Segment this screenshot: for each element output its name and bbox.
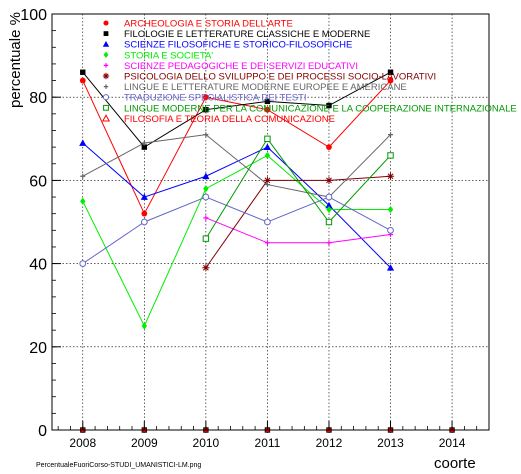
axis-ticks: 0 20 40 60 80 100 2008 2009 2010 2011 2012 2013 2014 — [20, 7, 478, 450]
x-tick-label: 2010 — [193, 436, 220, 450]
data-point — [202, 172, 210, 180]
plot-border — [51, 13, 490, 431]
data-point — [264, 218, 271, 226]
data-point — [203, 106, 209, 113]
plot-frame — [51, 13, 490, 431]
data-point — [202, 235, 210, 242]
data-point — [326, 205, 332, 214]
legend-marker — [103, 84, 109, 89]
y-axis-label: percentuale % — [7, 12, 24, 108]
y-tick-label: 80 — [29, 90, 47, 107]
legend-label: LINGUE MODERNE PER LA COMUNICAZIONE E LA… — [124, 103, 517, 114]
legend-label: ARCHEOLOGIA E STORIA DELL'ARTE — [124, 19, 293, 30]
y-tick-label: 40 — [29, 257, 47, 274]
data-point — [203, 215, 209, 221]
x-axis-label: coorte — [434, 455, 476, 472]
data-point — [140, 193, 148, 200]
data-point — [388, 132, 394, 138]
legend-marker — [103, 51, 109, 58]
y-tick-label: 0 — [38, 423, 47, 440]
data-point — [202, 193, 210, 201]
data-point — [264, 182, 270, 188]
data-point — [387, 226, 394, 234]
data-point — [202, 264, 210, 272]
legend-label: SCIENZE PEDAGOGICHE E DEI SERVIZI EDUCAT… — [124, 61, 358, 72]
legend-label: TRADUZIONE SPECIALISTICA DEI TESTI — [124, 93, 306, 104]
legend-marker — [102, 72, 110, 80]
x-tick-label: 2009 — [131, 436, 158, 450]
data-point — [264, 151, 271, 160]
legend-label: LINGUE E LETTERATURE MODERNE EUROPEE E A… — [124, 82, 407, 93]
x-tick-label: 2013 — [377, 436, 404, 450]
data-point — [264, 135, 271, 143]
legend-marker — [102, 41, 110, 47]
data-point — [141, 140, 147, 146]
legend-label: STORIA E SOCIETA' — [124, 50, 213, 61]
data-point — [387, 205, 394, 214]
data-point — [264, 106, 271, 113]
data-point — [80, 69, 86, 75]
series-line — [82, 71, 391, 148]
legend-marker — [102, 94, 110, 101]
data-point — [387, 152, 394, 159]
data-point — [79, 139, 87, 146]
data-point — [203, 185, 209, 193]
x-tick-label: 2011 — [255, 436, 281, 450]
legend-label: SCIENZE FILOSOFICHE E STORICO-FILOSOFICH… — [124, 40, 352, 51]
data-point — [386, 264, 395, 271]
series-line — [82, 80, 391, 215]
data-point — [325, 201, 333, 209]
data-point — [140, 218, 148, 226]
legend-marker — [103, 31, 109, 36]
legend-marker — [103, 63, 109, 68]
y-tick-label: 60 — [29, 173, 47, 190]
series-line — [82, 142, 391, 269]
data-point — [326, 144, 332, 150]
data-point — [79, 260, 87, 267]
x-tick-label: 2008 — [69, 436, 96, 450]
series-line — [205, 137, 391, 239]
series-line — [82, 154, 391, 328]
x-tick-label: 2012 — [316, 436, 343, 450]
legend-label: PSICOLOGIA DELLO SVILUPPO E DEI PROCESSI… — [124, 72, 436, 83]
data-point — [79, 77, 86, 84]
legend-marker — [103, 104, 109, 111]
data-point — [263, 143, 272, 150]
data-point — [141, 322, 148, 330]
y-tick-label: 100 — [20, 7, 47, 24]
legend-label: FILOSOFIA E TEORIA DELLA COMUNICAZIONE — [124, 114, 335, 125]
data-point — [387, 77, 394, 84]
data-point — [325, 218, 333, 226]
data-point — [263, 176, 272, 184]
data-point — [264, 240, 270, 246]
data-point — [325, 193, 333, 201]
x-tick-label: 2014 — [439, 436, 466, 450]
series-line — [205, 217, 391, 244]
data-point — [326, 240, 332, 246]
data-point — [141, 144, 148, 150]
y-tick-label: 20 — [29, 340, 47, 357]
data-point — [264, 98, 271, 105]
series-line — [82, 196, 391, 265]
data-point — [80, 197, 86, 205]
data-point — [387, 69, 394, 75]
legend-marker — [101, 114, 111, 122]
data-point — [386, 172, 395, 180]
data-point — [80, 173, 86, 179]
data-point — [141, 210, 148, 217]
data-point — [326, 102, 332, 109]
footer-filename: PercentualeFuoriCorso-STUDI_UMANISTICI-L… — [36, 462, 202, 469]
series-line — [82, 134, 391, 198]
data-point — [202, 94, 209, 101]
legend-marker — [103, 20, 109, 26]
data-point — [203, 132, 209, 138]
series-lines — [82, 71, 391, 328]
legend-label: FILOLOGIE E LETTERATURE CLASSICHE E MODE… — [124, 29, 370, 40]
data-point — [325, 176, 333, 184]
series-line — [205, 175, 391, 269]
legend: ARCHEOLOGIA E STORIA DELL'ARTEFILOLOGIE … — [101, 19, 517, 125]
